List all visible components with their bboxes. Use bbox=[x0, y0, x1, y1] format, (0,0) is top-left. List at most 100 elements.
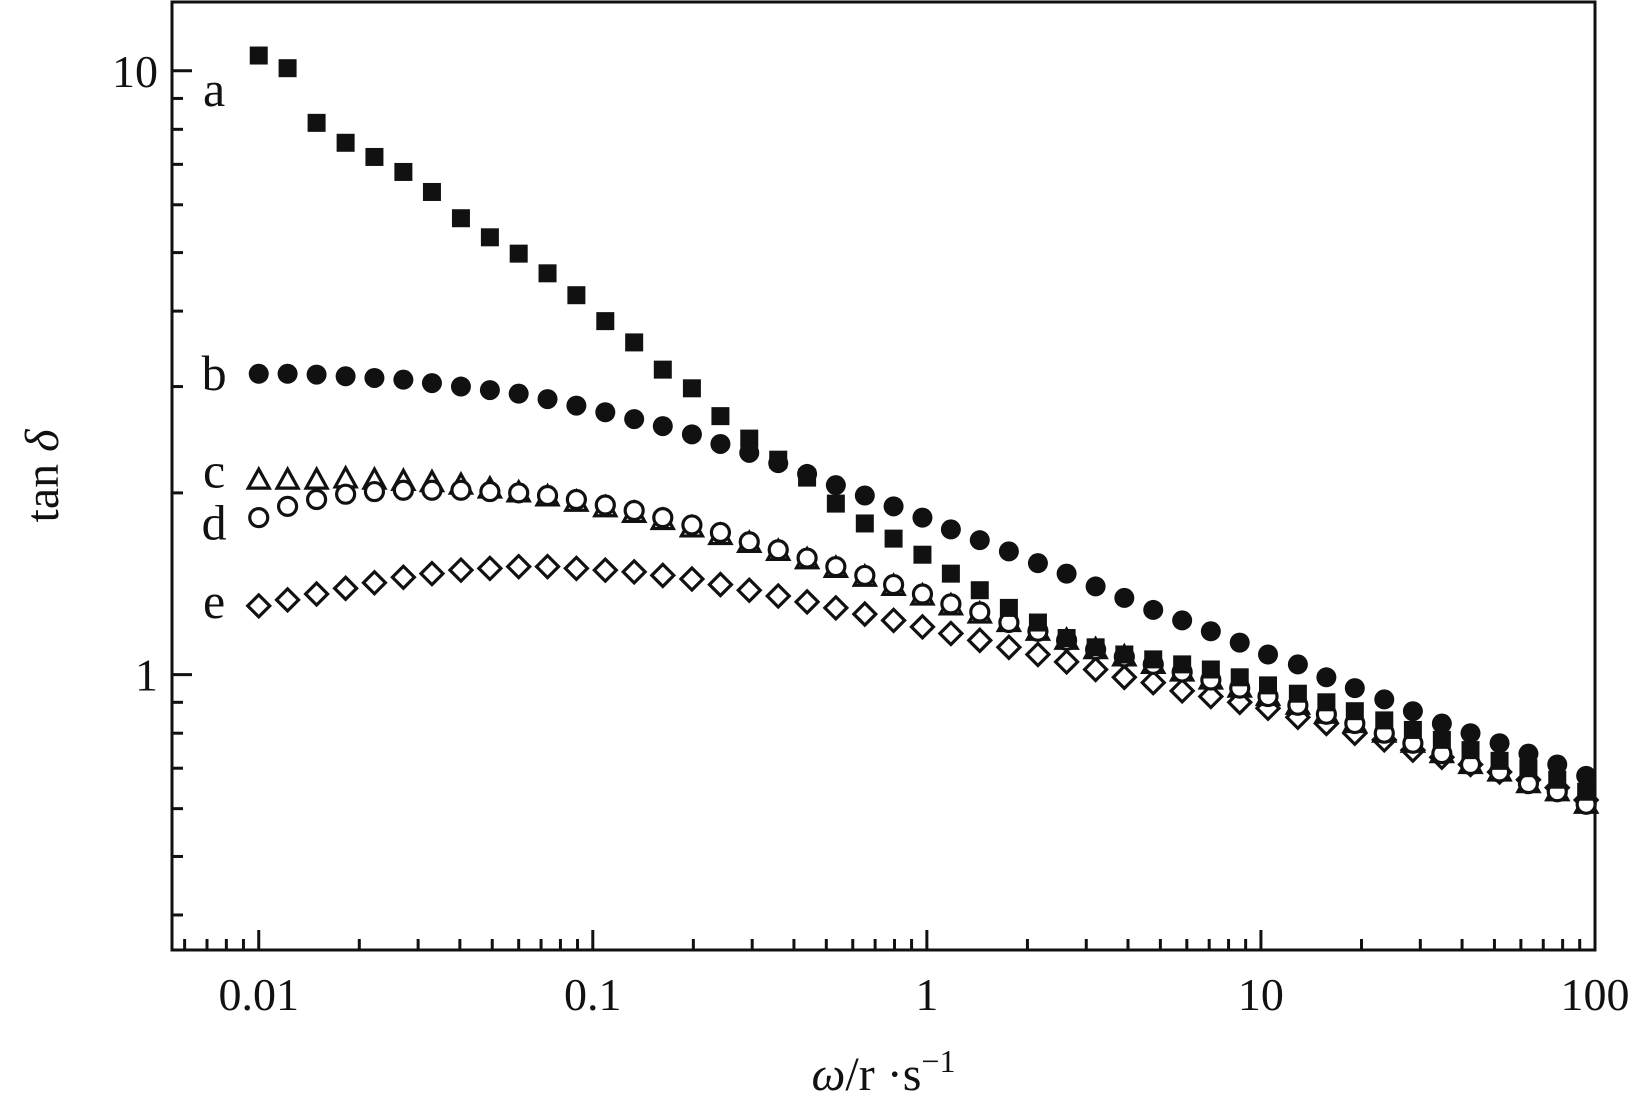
data-point-diamond bbox=[649, 562, 677, 589]
data-point-open-circle bbox=[508, 482, 530, 504]
data-point-circle bbox=[1056, 563, 1077, 584]
x-tick-label: 1 bbox=[915, 969, 938, 1020]
data-point-diamond bbox=[303, 580, 330, 608]
data-point-square bbox=[1086, 638, 1105, 657]
series-label-a: a bbox=[203, 61, 225, 117]
x-axis-unit: /r ·s bbox=[845, 1048, 921, 1101]
data-point-circle bbox=[710, 433, 731, 454]
series-label-d: d bbox=[202, 494, 227, 550]
data-point-circle bbox=[1402, 701, 1423, 722]
data-point-square bbox=[1490, 751, 1509, 770]
data-point-diamond bbox=[620, 558, 648, 586]
data-point-square bbox=[1057, 629, 1076, 648]
data-point-square bbox=[826, 494, 845, 513]
data-point-circle bbox=[537, 389, 558, 410]
data-point-square bbox=[999, 598, 1018, 617]
y-tick-label: 1 bbox=[135, 650, 158, 701]
x-axis-title: ω/r ·s−1 bbox=[812, 1043, 956, 1101]
data-point-circle bbox=[1229, 632, 1250, 653]
data-point-open-circle bbox=[709, 521, 732, 544]
series-b bbox=[248, 363, 1597, 786]
data-point-open-circle bbox=[536, 484, 559, 507]
y-axis-unit: tan bbox=[16, 452, 69, 523]
data-point-square bbox=[625, 333, 644, 352]
data-point-square bbox=[913, 545, 932, 564]
data-point-diamond bbox=[707, 571, 734, 598]
data-point-square bbox=[1432, 730, 1451, 749]
data-point-circle bbox=[739, 442, 760, 463]
y-tick-label: 10 bbox=[112, 46, 158, 97]
data-point-circle bbox=[306, 364, 327, 385]
data-point-circle bbox=[1576, 765, 1597, 786]
data-point-circle bbox=[1172, 610, 1193, 631]
data-point-open-circle bbox=[681, 514, 703, 536]
data-point-open-circle bbox=[969, 601, 991, 623]
data-point-circle bbox=[248, 363, 269, 384]
data-point-square bbox=[422, 182, 441, 201]
data-point-circle bbox=[364, 367, 385, 388]
data-point-diamond bbox=[764, 582, 792, 610]
series-a bbox=[249, 46, 1596, 801]
data-point-circle bbox=[1460, 723, 1481, 744]
data-point-diamond bbox=[851, 600, 879, 628]
data-point-triangle bbox=[303, 465, 330, 490]
data-point-diamond bbox=[476, 555, 504, 582]
data-point-circle bbox=[1258, 644, 1279, 665]
data-point-diamond bbox=[966, 627, 994, 654]
data-point-square bbox=[1028, 613, 1047, 632]
axis-ticks bbox=[172, 69, 1597, 950]
data-point-open-circle bbox=[305, 488, 328, 511]
data-point-square bbox=[1317, 693, 1336, 712]
data-point-open-circle bbox=[882, 573, 905, 596]
data-point-square bbox=[1548, 770, 1567, 789]
data-point-circle bbox=[508, 383, 529, 404]
data-point-circle bbox=[1431, 713, 1452, 734]
data-point-diamond bbox=[447, 556, 475, 584]
data-point-square bbox=[1577, 782, 1596, 801]
data-point-circle bbox=[998, 541, 1019, 562]
data-point-open-circle bbox=[276, 495, 299, 517]
data-point-square bbox=[394, 162, 413, 181]
data-point-diamond bbox=[332, 575, 359, 602]
x-tick-label: 0.1 bbox=[564, 969, 622, 1020]
data-point-diamond bbox=[822, 594, 850, 622]
data-point-diamond bbox=[245, 592, 272, 620]
series-label-e: e bbox=[203, 573, 225, 629]
data-point-square bbox=[798, 468, 817, 487]
data-point-circle bbox=[479, 380, 500, 401]
data-point-open-circle bbox=[248, 507, 270, 529]
data-point-square bbox=[365, 147, 384, 166]
data-point-square bbox=[307, 113, 326, 132]
data-point-open-circle bbox=[767, 539, 789, 561]
data-point-open-circle bbox=[652, 507, 674, 529]
data-point-open-circle bbox=[594, 494, 616, 516]
data-point-triangle bbox=[274, 465, 301, 490]
data-point-square bbox=[1144, 650, 1163, 669]
data-point-square bbox=[1375, 711, 1394, 730]
data-point-square bbox=[1403, 720, 1422, 739]
data-point-circle bbox=[1344, 678, 1365, 699]
x-axis-symbol: ω bbox=[812, 1048, 846, 1101]
data-point-circle bbox=[566, 395, 587, 416]
series-d bbox=[248, 479, 1597, 815]
data-point-diamond bbox=[592, 556, 619, 584]
data-point-diamond bbox=[1197, 683, 1225, 710]
data-point-open-circle bbox=[450, 479, 472, 501]
data-point-circle bbox=[277, 363, 298, 384]
data-point-circle bbox=[681, 424, 702, 445]
data-point-square bbox=[1173, 655, 1192, 674]
data-point-circle bbox=[624, 409, 645, 430]
data-point-circle bbox=[1518, 743, 1539, 764]
data-point-square bbox=[740, 429, 759, 448]
data-point-open-circle bbox=[738, 531, 760, 553]
data-point-open-circle bbox=[940, 593, 962, 615]
data-point-square bbox=[653, 360, 672, 379]
data-point-square bbox=[509, 244, 528, 263]
data-point-square bbox=[682, 379, 701, 398]
data-point-diamond bbox=[1024, 641, 1052, 668]
data-point-diamond bbox=[534, 553, 561, 580]
data-point-square bbox=[567, 286, 586, 305]
data-point-circle bbox=[1287, 654, 1308, 675]
data-point-circle bbox=[969, 530, 990, 551]
